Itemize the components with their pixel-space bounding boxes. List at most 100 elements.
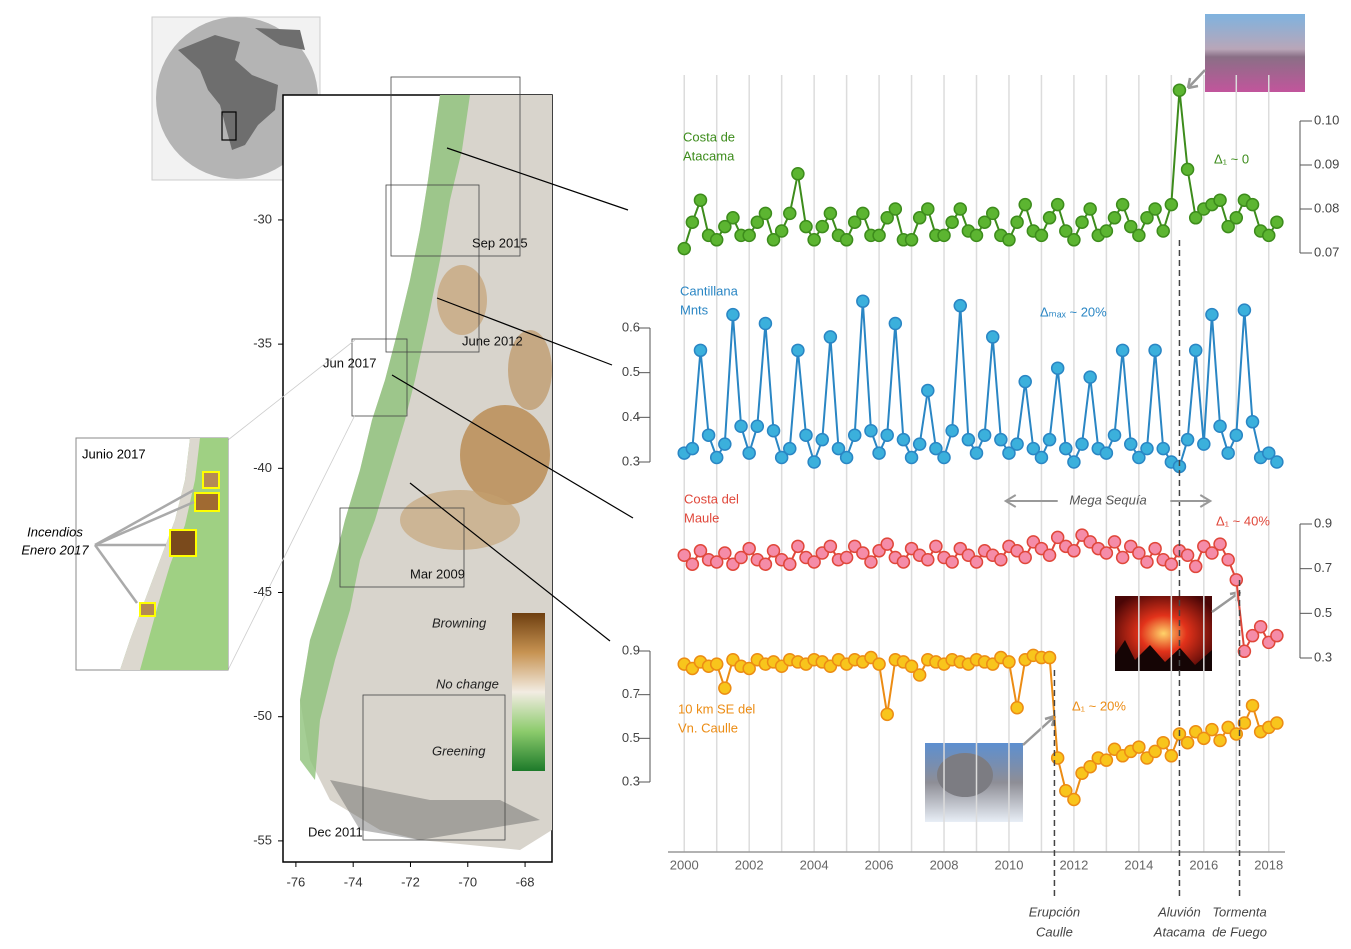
data-point xyxy=(914,438,926,450)
data-point xyxy=(1011,438,1023,450)
data-point xyxy=(711,658,723,670)
data-point xyxy=(1157,443,1169,455)
y-tick-label: -45 xyxy=(253,584,272,599)
data-point xyxy=(971,229,983,241)
data-point xyxy=(881,708,893,720)
data-point xyxy=(784,558,796,570)
inset-note: Incendios xyxy=(27,524,83,539)
data-point xyxy=(922,554,934,566)
data-point xyxy=(971,556,983,568)
data-point xyxy=(808,456,820,468)
data-point xyxy=(759,318,771,330)
data-point xyxy=(1100,225,1112,237)
x-tick-label: 2016 xyxy=(1189,857,1218,872)
data-point xyxy=(1019,199,1031,211)
data-point xyxy=(1182,737,1194,749)
y-tick-label: 0.9 xyxy=(1314,515,1332,530)
data-point xyxy=(841,452,853,464)
data-point xyxy=(889,318,901,330)
data-point xyxy=(1271,630,1283,642)
data-point xyxy=(824,207,836,219)
data-point xyxy=(1222,554,1234,566)
data-point xyxy=(678,243,690,255)
site-label: Sep 2015 xyxy=(472,235,528,250)
y-tick-label: 0.3 xyxy=(1314,649,1332,664)
annotation: Δ₁ ~ 0 xyxy=(1214,151,1249,166)
data-point xyxy=(873,229,885,241)
data-point xyxy=(816,434,828,446)
data-point xyxy=(1011,702,1023,714)
data-point xyxy=(1076,438,1088,450)
data-point xyxy=(881,429,893,441)
data-point xyxy=(1222,447,1234,459)
data-point xyxy=(1044,549,1056,561)
data-point xyxy=(1100,547,1112,559)
data-point xyxy=(865,425,877,437)
data-point xyxy=(824,331,836,343)
y-tick-label: 0.9 xyxy=(622,642,640,657)
data-point xyxy=(800,221,812,233)
data-point xyxy=(1084,371,1096,383)
data-point xyxy=(703,429,715,441)
legend-label: Browning xyxy=(432,615,487,630)
data-point xyxy=(1173,84,1185,96)
data-point xyxy=(1263,229,1275,241)
data-point xyxy=(824,540,836,552)
data-point xyxy=(1214,194,1226,206)
data-point xyxy=(784,207,796,219)
legend-label: Greening xyxy=(432,743,486,758)
data-point xyxy=(954,300,966,312)
x-tick-label: -74 xyxy=(344,874,363,889)
data-point xyxy=(1011,216,1023,228)
data-point xyxy=(1044,652,1056,664)
data-point xyxy=(1141,556,1153,568)
x-tick-label: -70 xyxy=(458,874,477,889)
data-point xyxy=(727,309,739,321)
legend-label: No change xyxy=(436,676,499,691)
y-tick-label: 0.08 xyxy=(1314,200,1339,215)
data-point xyxy=(1182,434,1194,446)
data-point xyxy=(1206,309,1218,321)
data-point xyxy=(946,556,958,568)
y-tick-label: 0.7 xyxy=(1314,560,1332,575)
data-point xyxy=(1238,304,1250,316)
data-point xyxy=(1109,536,1121,548)
data-point xyxy=(930,540,942,552)
data-point xyxy=(1230,212,1242,224)
y-tick-label: 0.3 xyxy=(622,453,640,468)
data-point xyxy=(686,443,698,455)
series-name: Costa de xyxy=(683,129,735,144)
data-point xyxy=(1230,574,1242,586)
data-point xyxy=(873,658,885,670)
data-point xyxy=(735,420,747,432)
series-name: Costa del xyxy=(684,491,739,506)
data-point xyxy=(1003,234,1015,246)
data-point xyxy=(1035,452,1047,464)
y-tick-label: 0.7 xyxy=(622,686,640,701)
drought-arrow xyxy=(1170,495,1210,507)
data-point xyxy=(1230,429,1242,441)
data-point xyxy=(897,556,909,568)
data-point xyxy=(1117,344,1129,356)
data-point xyxy=(1109,429,1121,441)
data-point xyxy=(800,429,812,441)
x-tick-label: 2014 xyxy=(1124,857,1153,872)
site-label: Dec 2011 xyxy=(308,824,363,839)
data-point xyxy=(1271,717,1283,729)
data-point xyxy=(727,212,739,224)
data-point xyxy=(1198,438,1210,450)
event-label: Caulle xyxy=(1036,924,1073,939)
data-point xyxy=(1019,376,1031,388)
event-label: Tormenta xyxy=(1212,904,1266,919)
data-point xyxy=(1133,229,1145,241)
data-point xyxy=(1109,212,1121,224)
data-point xyxy=(694,344,706,356)
data-point xyxy=(776,225,788,237)
data-point xyxy=(922,203,934,215)
x-tick-label: 2018 xyxy=(1254,857,1283,872)
data-point xyxy=(1068,456,1080,468)
data-point xyxy=(686,558,698,570)
data-point xyxy=(768,425,780,437)
data-point xyxy=(1214,735,1226,747)
